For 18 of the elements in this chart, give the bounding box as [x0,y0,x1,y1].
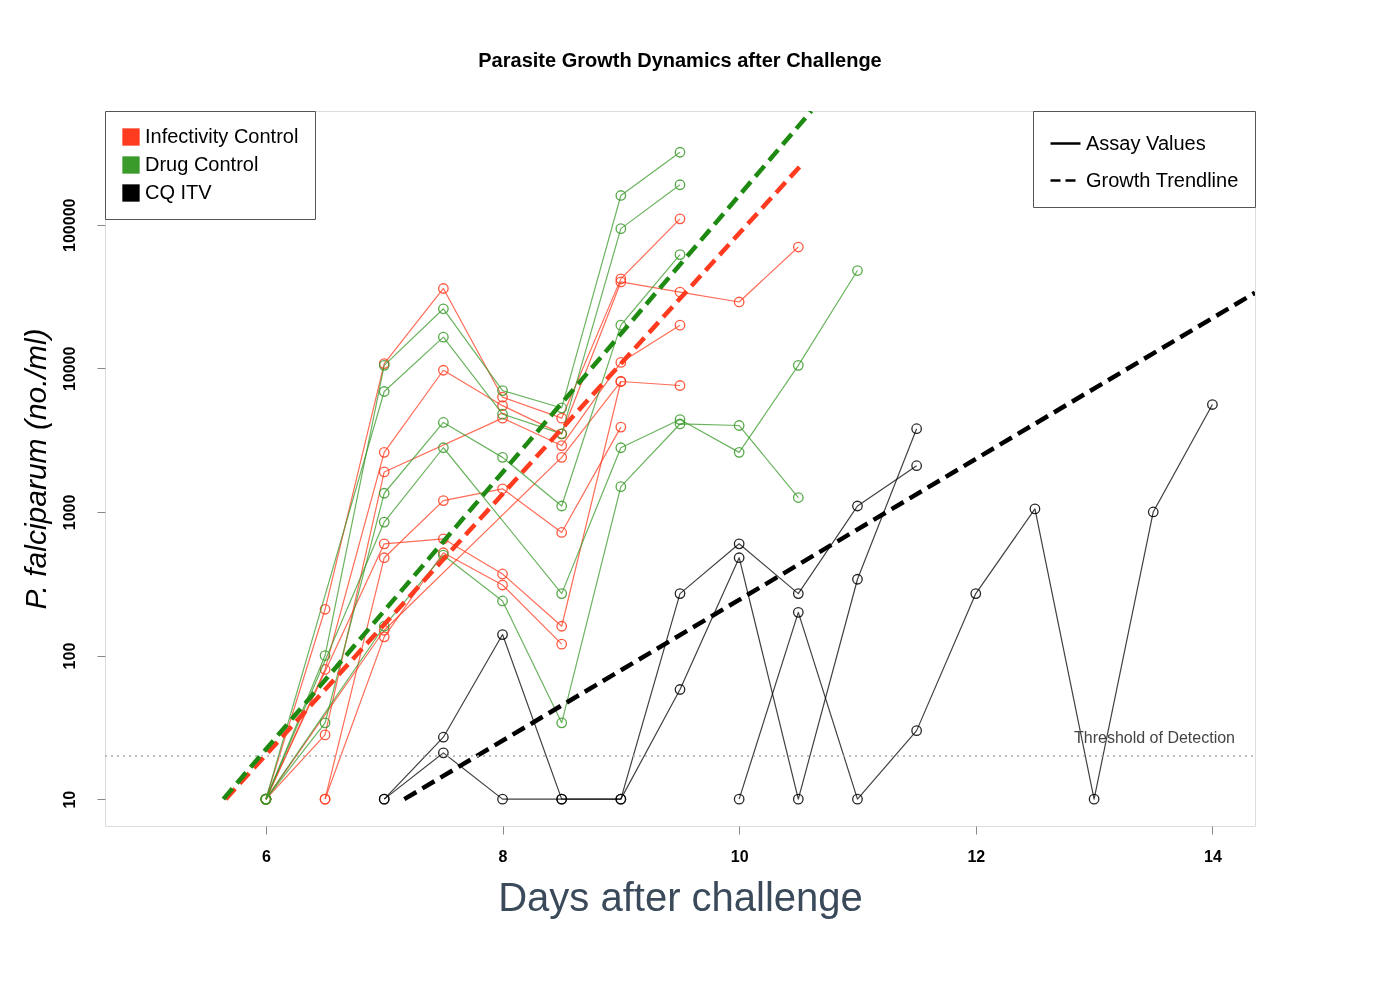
y-tick-label: 10000 [60,346,78,392]
y-tick-label: 100 [60,642,78,670]
y-tick-label: 100000 [60,198,78,252]
y-tick-label: 1000 [60,494,78,531]
annotation: Assay Values [1086,131,1206,154]
chart-title: Parasite Growth Dynamics after Challenge [478,48,882,71]
x-tick-label: 8 [498,847,508,865]
x-tick-label: 12 [967,847,986,865]
y-axis-title: P. falciparum (no./ml) [18,328,52,610]
legend-label: CQ ITV [145,181,213,203]
x-tick-label: 10 [730,847,749,865]
x-tick-label: 14 [1204,847,1222,865]
legend-label: Infectivity Control [145,125,299,147]
x-tick-label: 6 [261,847,271,865]
legend-label: Drug Control [145,153,259,175]
x-axis-title: Days after challenge [498,874,863,919]
y-tick-label: 10 [60,790,78,809]
annotation: Growth Trendline [1086,168,1239,191]
